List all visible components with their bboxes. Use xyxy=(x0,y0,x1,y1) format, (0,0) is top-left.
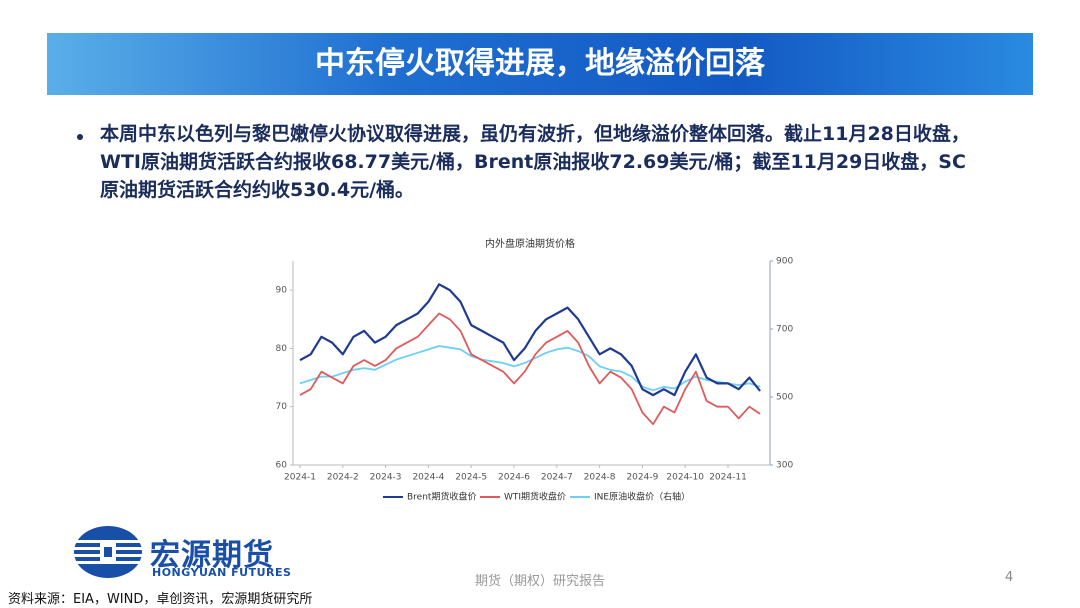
x-tick-label: 2024-5 xyxy=(455,473,487,483)
bullet-text: 本周中东以色列与黎巴嫩停火协议取得进展，虽仍有波折，但地缘溢价整体回落。截止11… xyxy=(100,123,970,201)
legend-label: Brent期货收盘价 xyxy=(407,491,476,503)
x-tick-label: 2024-8 xyxy=(584,473,616,483)
x-tick-label: 2024-3 xyxy=(370,473,402,483)
y-tick-label: 70 xyxy=(276,402,288,412)
legend-label: WTI期货收盘价 xyxy=(504,491,566,503)
y2-tick-label: 300 xyxy=(776,461,793,471)
page-number: 4 xyxy=(1005,570,1014,585)
x-tick-label: 2024-2 xyxy=(327,473,359,483)
logo-name: 宏源期货 xyxy=(150,538,274,573)
logo-english: HONGYUAN FUTURES xyxy=(152,566,292,579)
y-tick-label: 90 xyxy=(276,286,288,296)
series-line xyxy=(299,283,761,397)
x-tick-label: 2024-1 xyxy=(284,473,316,483)
x-tick-label: 2024-9 xyxy=(626,473,658,483)
slide-title: 中东停火取得进展，地缘溢价回落 xyxy=(315,46,765,81)
header-band xyxy=(47,33,1033,95)
x-tick-label: 2024-11 xyxy=(709,473,747,483)
x-tick-label: 2024-4 xyxy=(412,473,444,483)
x-tick-label: 2024-7 xyxy=(541,473,573,483)
y-tick-label: 80 xyxy=(276,344,288,354)
y2-tick-label: 700 xyxy=(776,325,793,335)
legend-label: INE原油收盘价（右轴） xyxy=(594,491,690,503)
y2-tick-label: 500 xyxy=(776,393,793,403)
x-tick-label: 2024-6 xyxy=(498,473,530,483)
y2-tick-label: 900 xyxy=(776,257,793,267)
y-tick-label: 60 xyxy=(276,461,288,471)
series-line xyxy=(299,312,761,426)
series-line xyxy=(299,345,761,392)
logo-icon xyxy=(74,526,142,578)
bullet-dot xyxy=(77,134,83,140)
source: 资料来源：EIA，WIND，卓创资讯，宏源期货研究所 xyxy=(8,592,313,607)
chart-title: 内外盘原油期货价格 xyxy=(485,237,575,250)
footer: 期货（期权）研究报告 xyxy=(474,574,605,589)
x-tick-label: 2024-10 xyxy=(666,473,704,483)
